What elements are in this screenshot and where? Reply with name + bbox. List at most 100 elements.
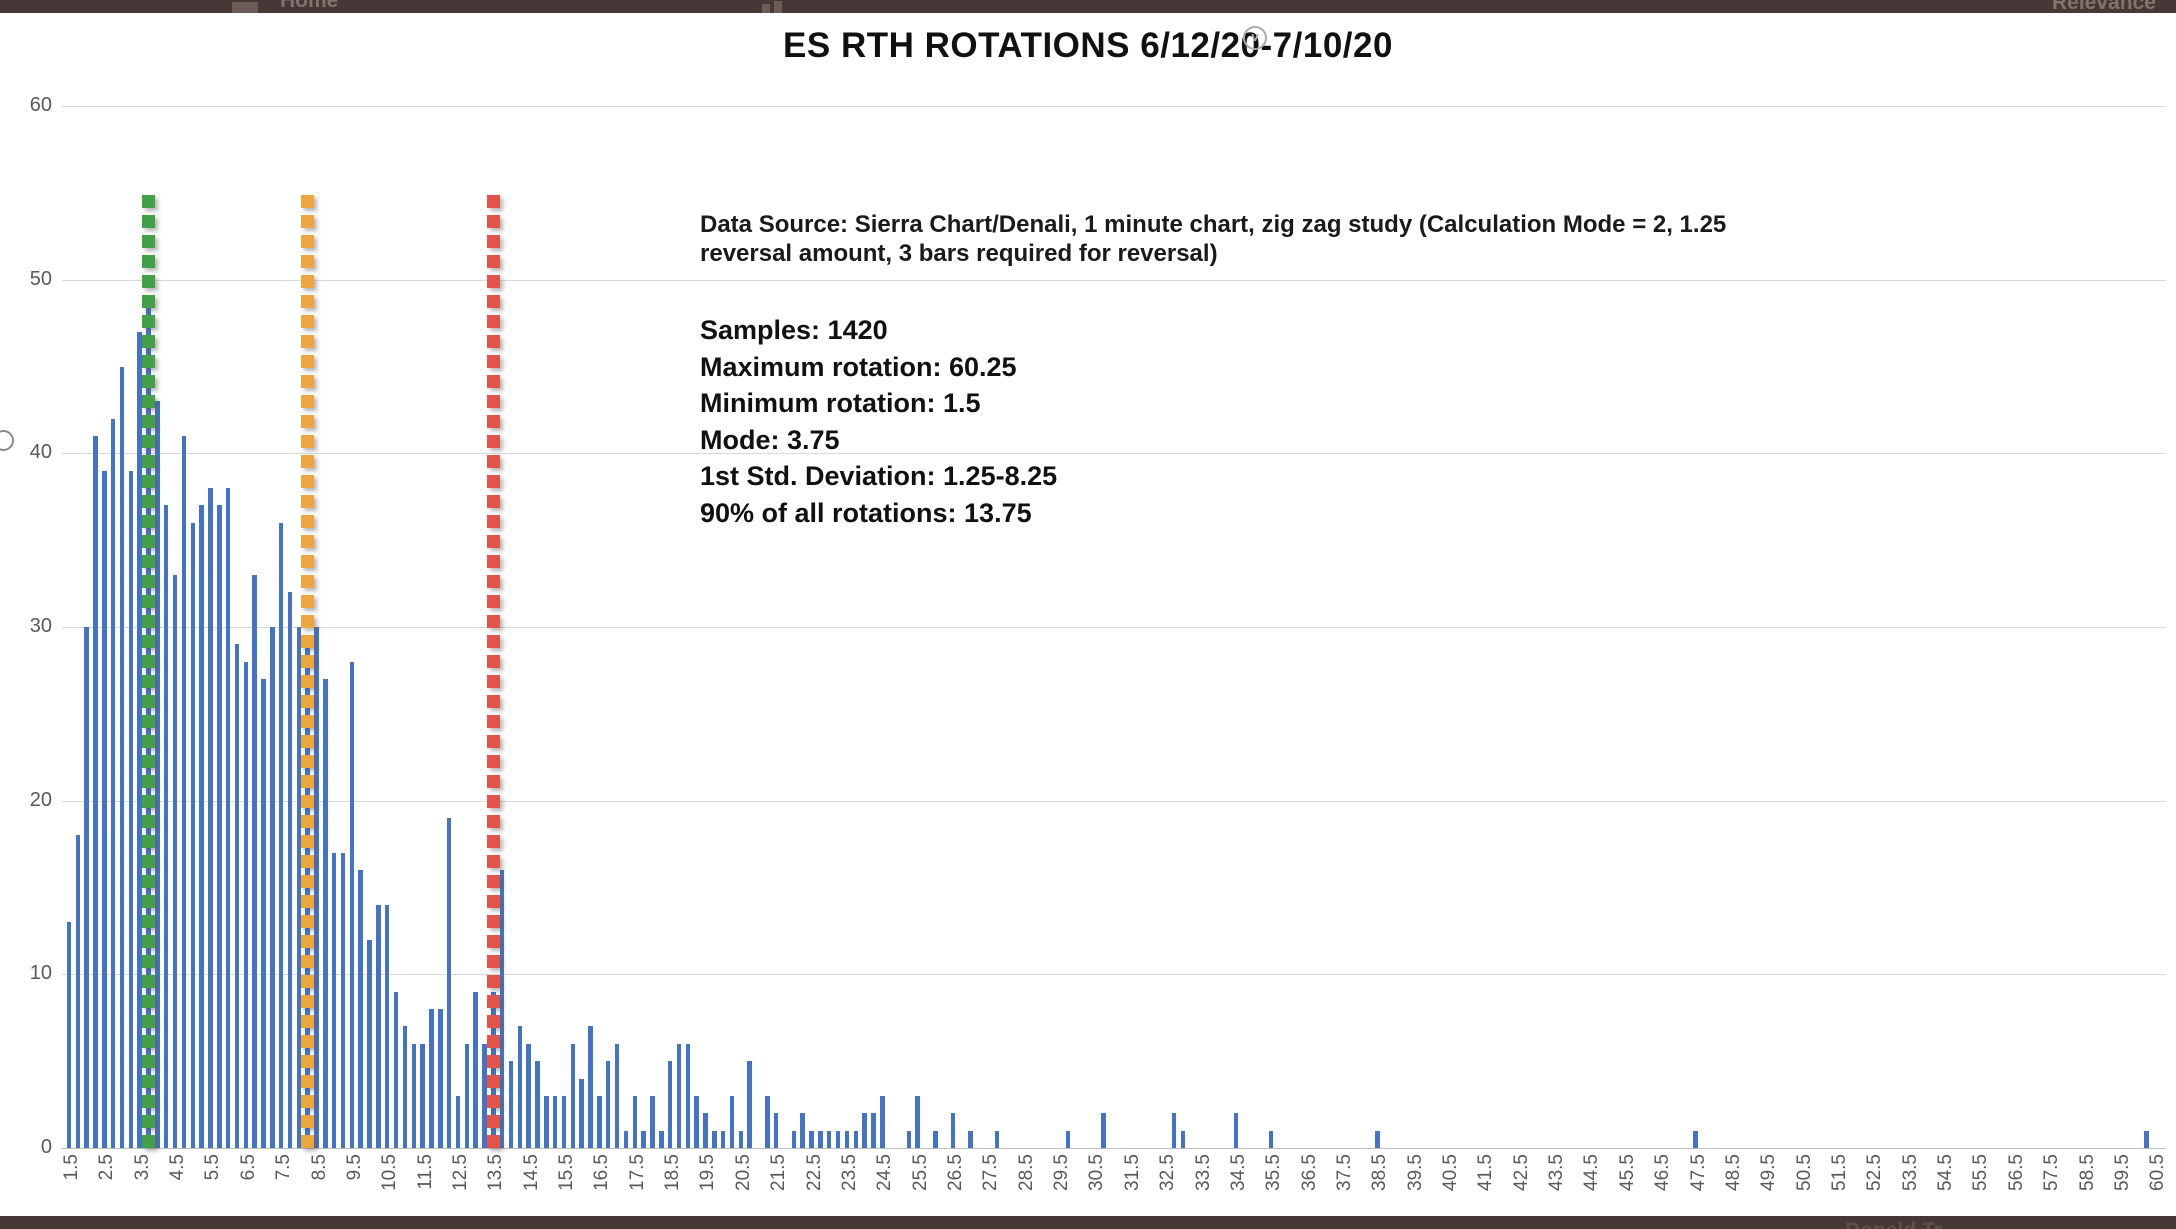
histogram-bar [128, 470, 134, 1148]
histogram-bar [110, 418, 116, 1148]
x-tick-label: 35.5 [1263, 1154, 1285, 1191]
histogram-bar [420, 1043, 425, 1148]
histogram-bar [384, 904, 390, 1148]
histogram-bar [155, 401, 160, 1148]
sort-relevance[interactable]: Relevance [2052, 0, 2156, 13]
x-tick-label: 42.5 [1510, 1154, 1532, 1191]
histogram-bar [102, 470, 107, 1148]
x-tick-label: 21.5 [768, 1154, 790, 1191]
histogram-bar [208, 488, 213, 1148]
histogram-bar [199, 505, 204, 1148]
histogram-bar [614, 1043, 620, 1148]
x-tick-label: 47.5 [1687, 1154, 1709, 1191]
histogram-bar [835, 1130, 841, 1148]
histogram-bar [933, 1130, 938, 1148]
histogram-bar [278, 522, 284, 1148]
x-tick-label: 8.5 [308, 1154, 330, 1181]
x-tick-label: 39.5 [1404, 1154, 1426, 1191]
y-tick-label: 20 [29, 788, 52, 811]
data-source-line: reversal amount, 3 bars required for rev… [700, 240, 1218, 267]
x-tick-label: 51.5 [1829, 1154, 1850, 1191]
x-tick-label: 14.5 [520, 1154, 542, 1191]
x-tick-label: 50.5 [1793, 1154, 1815, 1191]
histogram-bar [225, 488, 231, 1148]
x-tick-label: 20.5 [732, 1154, 754, 1191]
x-tick-label: 26.5 [945, 1154, 966, 1191]
histogram-bar [968, 1130, 973, 1148]
gridline-y-0 [62, 1148, 2166, 1149]
histogram-bar [181, 435, 187, 1148]
histogram-bar [261, 679, 266, 1148]
histogram-bar [738, 1130, 744, 1148]
histogram-bar [163, 505, 169, 1148]
x-tick-label: 54.5 [1935, 1154, 1957, 1191]
x-tick-label: 44.5 [1581, 1154, 1603, 1191]
histogram-bar [323, 679, 328, 1148]
histogram-bar [137, 331, 142, 1148]
x-tick-label: 5.5 [202, 1154, 224, 1181]
histogram-bar [694, 1095, 699, 1148]
x-tick-label: 58.5 [2076, 1154, 2098, 1191]
mode-marker [142, 192, 156, 1148]
histogram-bar [950, 1113, 956, 1148]
histogram-bar [650, 1095, 655, 1148]
histogram-bar [1268, 1130, 1274, 1148]
x-tick-label: 48.5 [1722, 1154, 1744, 1191]
histogram-bar [667, 1061, 673, 1148]
x-tick-label: 46.5 [1652, 1154, 1674, 1191]
histogram-bar [234, 644, 240, 1148]
x-tick-label: 17.5 [626, 1154, 648, 1191]
stats-note: Samples: 1420 Maximum rotation: 60.25 Mini… [700, 312, 1057, 531]
histogram-bar [729, 1095, 735, 1148]
histogram-bar [464, 1043, 470, 1148]
histogram-bar [809, 1130, 814, 1148]
x-tick-label: 30.5 [1086, 1154, 1108, 1191]
x-tick-label: 34.5 [1227, 1154, 1249, 1191]
x-tick-label: 12.5 [449, 1154, 471, 1191]
histogram-bar [499, 870, 505, 1148]
histogram-bar [314, 627, 319, 1148]
histogram-bar [535, 1061, 540, 1148]
bottom-app-bar: Donald Tr [0, 1216, 2176, 1229]
histogram-bar [561, 1095, 567, 1148]
nav-home[interactable]: Home [280, 0, 339, 12]
x-tick-label: 37.5 [1333, 1154, 1355, 1191]
stat-line: Maximum rotation: 60.25 [700, 351, 1017, 382]
x-tick-label: 60.5 [2147, 1154, 2169, 1191]
stat-line: 90% of all rotations: 13.75 [700, 497, 1032, 528]
x-tick-label: 2.5 [96, 1154, 118, 1181]
histogram-bar [720, 1130, 726, 1148]
histogram-bar [791, 1130, 797, 1148]
histogram-bar [871, 1113, 876, 1148]
histogram-bar [119, 366, 125, 1148]
x-tick-label: 18.5 [662, 1154, 684, 1191]
histogram-bar [252, 574, 257, 1148]
x-tick-label: 15.5 [556, 1154, 578, 1191]
gridline-y-60 [62, 106, 2166, 107]
histogram-bar [605, 1061, 611, 1148]
y-tick-label: 30 [29, 615, 52, 637]
histogram-bar [588, 1026, 593, 1148]
gridline-y-30 [62, 627, 2166, 628]
x-tick-label: 23.5 [838, 1154, 860, 1191]
x-tick-label: 6.5 [237, 1154, 259, 1181]
chevron-down-icon[interactable]: v [1243, 26, 1267, 50]
x-tick-label: 52.5 [1864, 1154, 1886, 1191]
histogram-bar [429, 1009, 434, 1148]
histogram-bar [800, 1113, 805, 1148]
stat-line: Mode: 3.75 [700, 424, 840, 455]
histogram-bar [623, 1130, 629, 1148]
x-tick-label: 16.5 [591, 1154, 613, 1191]
histogram-bar [526, 1043, 531, 1148]
histogram-bar [1171, 1113, 1177, 1148]
histogram-bar [340, 852, 346, 1148]
x-tick-label: 56.5 [2005, 1154, 2027, 1191]
histogram-bar [66, 922, 72, 1148]
histogram-bar [1065, 1130, 1071, 1148]
histogram-bar [296, 627, 302, 1148]
histogram-bar [473, 991, 478, 1148]
histogram-bar [517, 1026, 523, 1148]
histogram-bar [1101, 1113, 1106, 1148]
histogram-bar [411, 1043, 416, 1148]
x-tick-label: 3.5 [131, 1154, 153, 1181]
